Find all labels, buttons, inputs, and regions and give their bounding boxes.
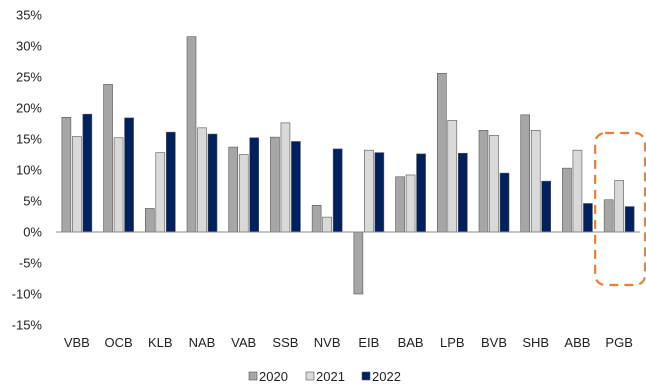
bar-ocb-2020 [103,84,113,233]
x-category-label: VAB [231,335,256,350]
bar-nab-2022 [207,133,218,233]
x-category-label: PGB [605,335,632,350]
bar-bab-2021 [405,174,416,233]
bar-pgb-2022 [624,206,635,233]
bar-abb-2022 [583,203,593,233]
bar-eib-2021 [364,149,374,233]
bar-ssb-2020 [270,136,280,233]
bar-ocb-2021 [113,137,124,233]
y-tick-label: 25% [16,70,42,85]
bar-eib-2022 [374,152,385,233]
bar-lpb-2021 [447,120,458,233]
bar-nvb-2021 [322,216,332,233]
bar-nvb-2022 [332,148,343,233]
pgb-highlight-box [594,131,646,287]
bar-klb-2020 [144,208,155,233]
bar-nab-2020 [186,36,197,233]
bar-bvb-2022 [499,172,510,233]
bars [61,36,635,295]
legend-swatch-2022 [361,371,371,381]
x-category-label: BAB [398,335,424,350]
bar-pgb-2020 [603,199,614,233]
x-category-label: LPB [440,335,465,350]
legend-label: 2022 [372,369,401,384]
y-tick-label: 20% [16,101,42,116]
y-tick-label: -15% [12,318,43,333]
bar-ocb-2022 [124,117,134,233]
bar-vbb-2022 [82,113,93,233]
bar-bvb-2020 [478,130,489,233]
bar-abb-2021 [572,149,583,233]
x-category-label: VBB [64,335,90,350]
bar-pgb-2021 [614,180,624,233]
bar-nab-2021 [197,127,207,233]
x-category-label: KLB [148,335,173,350]
bar-shb-2022 [541,180,552,233]
bar-klb-2021 [155,152,166,233]
y-axis-labels: 35% 30% 25% 20% 15% 10% 5% 0% -5% -10% -15% [12,8,43,333]
bar-bab-2022 [416,153,426,233]
bar-vbb-2020 [61,117,72,233]
bar-klb-2022 [165,131,176,233]
y-tick-label: 15% [16,132,42,147]
x-axis-labels: VBB OCB KLB NAB VAB SSB NVB EIB BAB LPB BVB SHB ABB P… [64,335,633,350]
y-tick-label: 10% [16,163,42,178]
y-tick-label: 30% [16,39,42,54]
bar-bvb-2021 [489,134,499,233]
legend-swatch-2020 [248,371,258,381]
x-category-label: SHB [522,335,549,350]
x-category-label: NAB [189,335,216,350]
bar-bab-2020 [395,176,405,233]
y-tick-label: -5% [19,256,43,271]
x-category-label: NVB [314,335,341,350]
x-category-label: ABB [564,335,590,350]
bar-abb-2020 [562,167,572,233]
bar-vab-2021 [238,154,249,233]
bar-lpb-2020 [436,72,447,233]
y-tick-label: 0% [23,225,42,240]
bar-ssb-2021 [280,122,291,233]
x-category-label: EIB [358,335,379,350]
x-category-label: OCB [104,335,132,350]
bar-shb-2021 [530,130,541,233]
x-category-label: SSB [272,335,298,350]
legend-label: 2021 [316,369,345,384]
bar-lpb-2022 [457,152,468,233]
legend: 2020 2021 2022 [248,369,401,384]
bar-eib-2020 [353,231,364,295]
bar-nvb-2020 [311,205,322,233]
y-tick-label: -10% [12,287,43,302]
x-category-label: BVB [481,335,507,350]
bar-vab-2022 [249,137,260,233]
bar-ssb-2022 [291,141,301,233]
y-tick-label: 35% [16,8,42,23]
bar-vbb-2021 [72,136,82,233]
bar-vab-2020 [228,146,239,233]
legend-swatch-2021 [305,371,315,381]
y-tick-label: 5% [23,194,42,209]
legend-label: 2020 [259,369,288,384]
bar-shb-2020 [520,114,531,233]
